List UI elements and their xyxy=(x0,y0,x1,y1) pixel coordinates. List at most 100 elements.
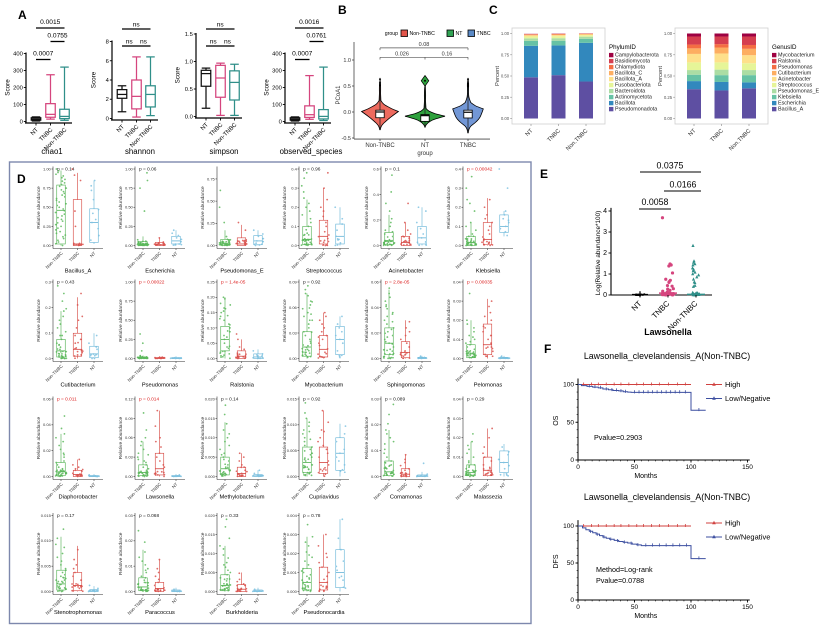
svg-text:Relative abundance: Relative abundance xyxy=(200,532,206,575)
svg-text:1.00: 1.00 xyxy=(43,166,52,171)
svg-text:-0.5: -0.5 xyxy=(342,136,351,142)
svg-text:NT: NT xyxy=(253,481,261,489)
svg-text:Pseudomonas_E: Pseudomonas_E xyxy=(778,89,819,95)
svg-text:0: 0 xyxy=(576,604,580,611)
svg-text:0.00: 0.00 xyxy=(371,356,380,361)
svg-text:0.25: 0.25 xyxy=(43,224,52,229)
svg-text:NT: NT xyxy=(417,250,425,258)
svg-text:0.75: 0.75 xyxy=(664,52,673,57)
svg-text:100: 100 xyxy=(686,604,697,611)
svg-text:0.2: 0.2 xyxy=(455,205,461,210)
svg-text:GenusID: GenusID xyxy=(772,44,797,51)
svg-text:Pseudomonas: Pseudomonas xyxy=(778,65,813,71)
svg-text:100: 100 xyxy=(272,103,282,109)
svg-text:NT: NT xyxy=(171,596,179,604)
svg-text:Months: Months xyxy=(634,473,657,480)
svg-text:Mycobacterium: Mycobacterium xyxy=(305,383,344,389)
svg-text:p = 0.33: p = 0.33 xyxy=(221,513,239,519)
svg-text:Acinetobacter: Acinetobacter xyxy=(389,269,424,275)
svg-text:NT: NT xyxy=(335,363,343,371)
svg-text:1.00: 1.00 xyxy=(664,31,673,36)
svg-text:0.0: 0.0 xyxy=(373,243,379,248)
svg-text:Actinomycetota: Actinomycetota xyxy=(615,95,652,101)
svg-text:0.03: 0.03 xyxy=(453,416,462,421)
svg-text:Klebsiella: Klebsiella xyxy=(476,269,501,275)
svg-text:0.015: 0.015 xyxy=(41,513,52,518)
svg-text:NT: NT xyxy=(421,143,429,149)
svg-text:300: 300 xyxy=(13,69,23,75)
svg-text:p = 0.068: p = 0.068 xyxy=(139,513,159,519)
svg-text:0.1: 0.1 xyxy=(291,224,297,229)
svg-text:0.75: 0.75 xyxy=(207,176,216,181)
svg-text:200: 200 xyxy=(13,86,23,92)
svg-text:NT: NT xyxy=(89,250,97,258)
svg-text:Low/Negative: Low/Negative xyxy=(725,533,770,542)
svg-text:0.2: 0.2 xyxy=(291,205,297,210)
svg-text:Non-TNBC: Non-TNBC xyxy=(410,31,436,37)
svg-text:0.04: 0.04 xyxy=(453,279,462,284)
svg-text:0.002: 0.002 xyxy=(287,551,298,556)
svg-text:0.01: 0.01 xyxy=(371,448,380,453)
svg-text:NT: NT xyxy=(456,31,464,37)
svg-text:Mycobacterium: Mycobacterium xyxy=(778,53,815,59)
svg-text:Relative abundance: Relative abundance xyxy=(36,532,42,575)
svg-text:simpson: simpson xyxy=(209,147,238,156)
svg-text:0.2: 0.2 xyxy=(45,305,51,310)
svg-text:TNBC: TNBC xyxy=(477,31,491,37)
svg-text:0.75: 0.75 xyxy=(125,299,134,304)
svg-text:0: 0 xyxy=(20,120,23,126)
svg-text:NT: NT xyxy=(289,127,299,137)
svg-text:p = 0.92: p = 0.92 xyxy=(303,280,321,286)
svg-text:Lawsonella: Lawsonella xyxy=(644,327,692,337)
svg-text:0.3: 0.3 xyxy=(45,279,51,284)
svg-text:0: 0 xyxy=(576,464,580,471)
svg-text:Pseudonocardia: Pseudonocardia xyxy=(303,610,345,616)
svg-text:0.00: 0.00 xyxy=(289,356,298,361)
svg-text:Relative abundance: Relative abundance xyxy=(200,186,206,229)
svg-text:Relative abundance: Relative abundance xyxy=(36,186,42,229)
svg-text:0.015: 0.015 xyxy=(205,532,216,537)
svg-text:0.75: 0.75 xyxy=(43,186,52,191)
svg-text:Score: Score xyxy=(91,71,98,88)
svg-text:Percent: Percent xyxy=(495,66,501,86)
svg-text:0.25: 0.25 xyxy=(125,337,134,342)
svg-text:p = 0.06: p = 0.06 xyxy=(139,167,157,173)
svg-text:0.0755: 0.0755 xyxy=(47,33,68,40)
svg-text:NT: NT xyxy=(688,128,698,138)
svg-text:Score: Score xyxy=(5,79,12,96)
svg-text:0.00: 0.00 xyxy=(664,116,673,121)
svg-text:NT: NT xyxy=(335,250,343,258)
svg-text:0.3: 0.3 xyxy=(455,186,461,191)
svg-text:0.09: 0.09 xyxy=(289,279,298,284)
svg-text:0.25: 0.25 xyxy=(207,279,216,284)
svg-text:Bacillota_A: Bacillota_A xyxy=(615,77,642,83)
svg-text:Score: Score xyxy=(264,79,271,96)
svg-text:p = 0.29: p = 0.29 xyxy=(467,397,485,403)
svg-text:0.3: 0.3 xyxy=(291,186,297,191)
svg-text:0.010: 0.010 xyxy=(287,422,298,427)
svg-text:0.04: 0.04 xyxy=(453,396,462,401)
svg-text:p = 0.00022: p = 0.00022 xyxy=(139,280,165,286)
svg-text:0.50: 0.50 xyxy=(43,205,52,210)
svg-text:Streptococcus: Streptococcus xyxy=(778,83,812,89)
svg-text:0.75: 0.75 xyxy=(501,52,510,57)
svg-text:0.02: 0.02 xyxy=(125,538,134,543)
svg-text:0.0: 0.0 xyxy=(45,356,51,361)
svg-text:Method=Log-rank: Method=Log-rank xyxy=(596,565,653,574)
svg-text:0.00: 0.00 xyxy=(371,474,380,479)
svg-text:NT: NT xyxy=(499,363,507,371)
svg-text:C: C xyxy=(489,3,498,17)
svg-text:Relative abundance: Relative abundance xyxy=(118,416,124,459)
svg-text:OS: OS xyxy=(553,415,560,425)
svg-text:p = 0.1: p = 0.1 xyxy=(385,167,400,173)
svg-text:Relative abundance: Relative abundance xyxy=(446,186,452,229)
svg-text:0.0015: 0.0015 xyxy=(40,19,61,26)
svg-text:0.50: 0.50 xyxy=(125,205,134,210)
svg-text:0.06: 0.06 xyxy=(371,279,380,284)
svg-text:Relative abundance: Relative abundance xyxy=(118,532,124,575)
svg-text:Pelomonas: Pelomonas xyxy=(474,383,503,389)
svg-text:Campylobacterota: Campylobacterota xyxy=(615,53,659,59)
svg-text:Ralstonia: Ralstonia xyxy=(230,383,255,389)
svg-text:B: B xyxy=(338,3,347,17)
svg-text:Bacteroidota: Bacteroidota xyxy=(615,89,645,95)
